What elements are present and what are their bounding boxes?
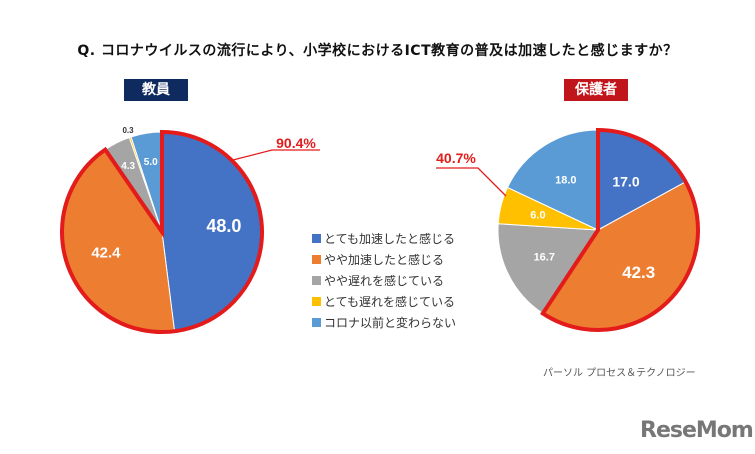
legend-swatch xyxy=(312,276,321,285)
legend-label: やや遅れを感じている xyxy=(324,274,445,288)
legend-label: やや加速したと感じる xyxy=(324,253,445,267)
highlight-outline xyxy=(60,129,264,334)
highlight-outline xyxy=(540,127,700,332)
chart-title: Q. コロナウイルスの流行により、小学校におけるICT教育の普及は加速したと感じ… xyxy=(77,43,678,59)
legend-swatch xyxy=(312,318,321,327)
legend-swatch xyxy=(312,255,321,264)
legend: とても加速したと感じる やや加速したと感じる やや遅れを感じている とても遅れを… xyxy=(312,228,456,333)
pie-slice xyxy=(506,129,599,231)
legend-label: とても遅れを感じている xyxy=(324,295,456,309)
pie-slice xyxy=(497,223,599,315)
source-credit: パーソル プロセス＆テクノロジー xyxy=(543,368,696,379)
legend-label: コロナ以前と変わらない xyxy=(324,316,457,330)
slice-label: 17.0 xyxy=(612,174,639,190)
slice-label: 16.7 xyxy=(534,252,555,264)
legend-item: とても遅れを感じている xyxy=(312,291,456,312)
legend-swatch xyxy=(312,234,321,243)
slice-label: 4.3 xyxy=(121,161,135,172)
legend-item: やや遅れを感じている xyxy=(312,270,456,291)
legend-swatch xyxy=(312,297,321,306)
slice-label: 42.4 xyxy=(91,244,121,261)
slice-label: 6.0 xyxy=(530,210,545,222)
slice-label: 0.3 xyxy=(122,126,134,135)
parent-badge: 保護者 xyxy=(564,79,628,101)
slice-label: 48.0 xyxy=(206,216,241,236)
legend-item: とても加速したと感じる xyxy=(312,228,456,249)
slice-label: 18.0 xyxy=(555,174,576,186)
highlight-total-label: 90.4% xyxy=(276,135,316,151)
slice-label: 5.0 xyxy=(144,157,158,168)
highlight-total-label: 40.7% xyxy=(436,150,476,166)
teacher-badge: 教員 xyxy=(124,79,188,101)
legend-label: とても加速したと感じる xyxy=(324,232,456,246)
callout-line xyxy=(232,149,320,161)
legend-item: やや加速したと感じる xyxy=(312,249,456,270)
legend-item: コロナ以前と変わらない xyxy=(312,312,456,333)
resemom-logo: ReseMom xyxy=(640,418,754,443)
slice-label: 42.3 xyxy=(622,263,655,282)
callout-line xyxy=(436,167,507,197)
